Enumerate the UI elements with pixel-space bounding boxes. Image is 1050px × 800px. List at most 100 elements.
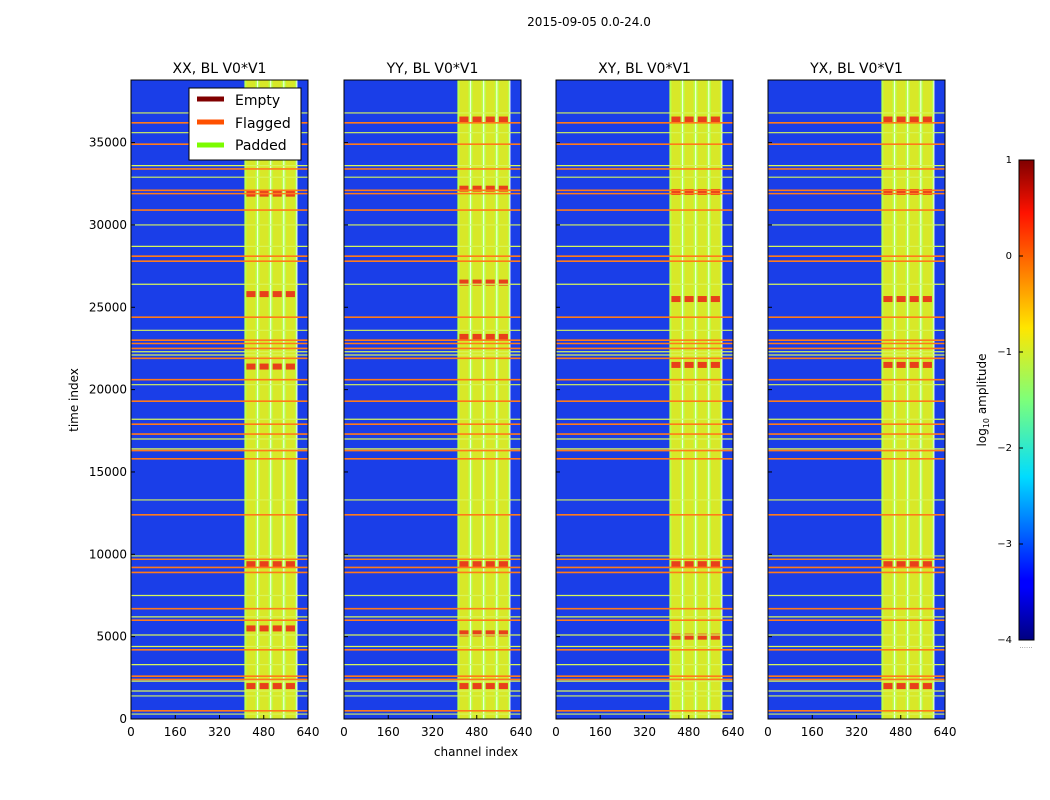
panel-title: XX, BL V0*V1 <box>173 61 267 77</box>
x-tick-label: 160 <box>377 725 400 739</box>
hot-patch <box>498 333 508 340</box>
colorbar-gradient <box>1018 159 1035 641</box>
x-axis-label: channel index <box>434 745 518 759</box>
hot-patch <box>472 116 482 123</box>
y-tick-label: 35000 <box>89 136 127 150</box>
colorbar-label: log10 amplitude <box>975 354 991 447</box>
hot-patch <box>896 296 906 303</box>
hot-patch <box>671 561 681 568</box>
x-tick-label: 0 <box>552 725 560 739</box>
colorbar-under-text: ...... <box>1019 642 1032 650</box>
hot-patch <box>472 279 482 286</box>
x-tick-label: 480 <box>677 725 700 739</box>
signal-column <box>498 80 508 719</box>
hot-patch <box>459 333 469 340</box>
panel-0: XX, BL V0*V1 0 160 320 480 640 0 5000 10000 15000… <box>89 61 320 739</box>
panel-title: YX, BL V0*V1 <box>809 61 903 77</box>
hot-patch <box>922 361 932 368</box>
hot-patch <box>285 363 295 370</box>
hot-patch <box>883 561 893 568</box>
colorbar-ticks: 1 0 −1 −2 −3 −4 <box>997 155 1023 646</box>
hot-patch <box>498 561 508 568</box>
x-tick-label: 160 <box>589 725 612 739</box>
hot-patch <box>485 279 495 286</box>
y-axis-label: time index <box>67 368 81 432</box>
hot-patch <box>472 561 482 568</box>
x-tick-label: 480 <box>889 725 912 739</box>
colorbar-tick-label: −2 <box>997 443 1012 454</box>
hot-patch <box>697 561 707 568</box>
hot-patch <box>472 630 482 637</box>
hot-patch <box>498 116 508 123</box>
hot-patch <box>922 188 932 195</box>
colorbar-label-sub: 10 <box>982 418 991 428</box>
hot-patch <box>498 683 508 690</box>
x-tick-label: 320 <box>421 725 444 739</box>
x-tick-label: 320 <box>845 725 868 739</box>
hot-patch <box>246 625 256 632</box>
hot-patch <box>710 296 720 303</box>
hot-patch <box>922 116 932 123</box>
hot-patch <box>472 333 482 340</box>
hot-patch <box>259 291 269 298</box>
signal-column <box>922 80 932 719</box>
signal-column <box>896 80 906 719</box>
signal-column <box>246 80 256 719</box>
hot-patch <box>684 561 694 568</box>
hot-patch <box>485 333 495 340</box>
hot-patch <box>272 561 282 568</box>
hot-patch <box>272 291 282 298</box>
signal-column <box>909 80 919 719</box>
hot-patch <box>684 361 694 368</box>
hot-patch <box>485 116 495 123</box>
hot-patch <box>909 683 919 690</box>
hot-patch <box>671 361 681 368</box>
hot-patch <box>485 630 495 637</box>
hot-patch <box>697 296 707 303</box>
y-tick-label: 0 <box>119 712 127 726</box>
hot-patch <box>459 630 469 637</box>
x-tick-label: 160 <box>801 725 824 739</box>
hot-patch <box>684 633 694 640</box>
legend-label-padded: Padded <box>235 138 287 154</box>
hot-patch <box>697 116 707 123</box>
x-tick-label: 320 <box>208 725 231 739</box>
signal-column <box>459 80 469 719</box>
colorbar-tick-label: −1 <box>997 347 1012 358</box>
colorbar-label-suffix: amplitude <box>975 354 989 418</box>
signal-column <box>684 80 694 719</box>
hot-patch <box>498 630 508 637</box>
hot-patch <box>684 296 694 303</box>
colorbar-tick-label: −3 <box>997 539 1012 550</box>
hot-patch <box>259 561 269 568</box>
hot-patch <box>883 116 893 123</box>
hot-patch <box>922 561 932 568</box>
hot-patch <box>671 116 681 123</box>
x-tick-label: 640 <box>722 725 745 739</box>
hot-patch <box>472 185 482 192</box>
hot-patch <box>498 279 508 286</box>
hot-patch <box>259 363 269 370</box>
hot-patch <box>272 625 282 632</box>
hot-patch <box>498 185 508 192</box>
hot-patch <box>922 683 932 690</box>
signal-column <box>671 80 681 719</box>
hot-patch <box>883 361 893 368</box>
colorbar-tick-label: −4 <box>997 635 1012 646</box>
x-tick-label: 480 <box>465 725 488 739</box>
hot-patch <box>459 683 469 690</box>
x-tick-label: 0 <box>764 725 772 739</box>
signal-column <box>285 80 295 719</box>
x-tick-label: 160 <box>164 725 187 739</box>
legend-label-flagged: Flagged <box>235 116 291 132</box>
signal-column <box>710 80 720 719</box>
hot-patch <box>485 185 495 192</box>
hot-patch <box>259 683 269 690</box>
hot-patch <box>459 185 469 192</box>
hot-patch <box>909 561 919 568</box>
hot-patch <box>459 116 469 123</box>
x-tick-label: 640 <box>297 725 320 739</box>
panel-3: YX, BL V0*V1 0 160 320 480 640 <box>764 61 956 739</box>
signal-column <box>259 80 269 719</box>
